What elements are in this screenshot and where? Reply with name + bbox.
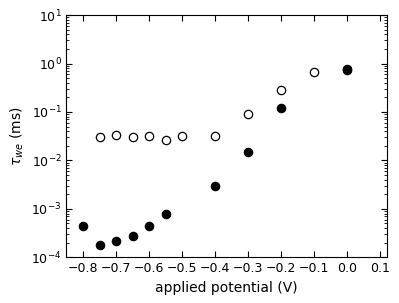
Y-axis label: $\tau_{we}$ (ms): $\tau_{we}$ (ms) [8,106,26,166]
X-axis label: applied potential (V): applied potential (V) [156,281,298,295]
